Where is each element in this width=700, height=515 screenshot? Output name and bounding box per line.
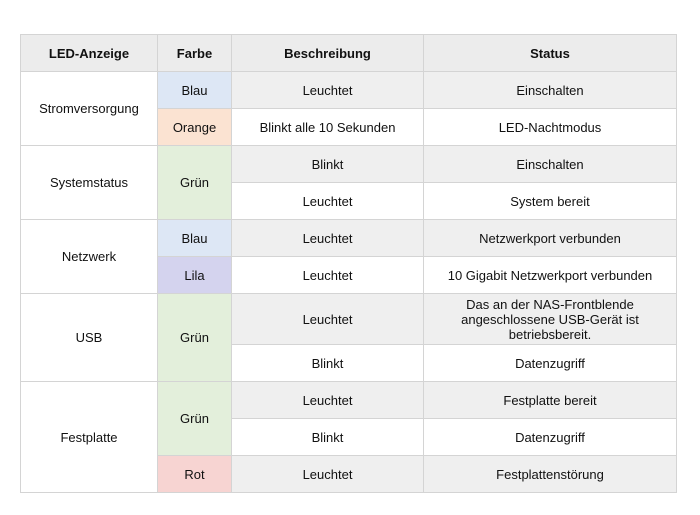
description-cell: Blinkt [231,344,424,382]
status-cell: Netzwerkport verbunden [423,219,677,257]
description-cell: Leuchtet [231,219,424,257]
header-beschreibung: Beschreibung [231,34,424,72]
status-cell: 10 Gigabit Netzwerkport verbunden [423,256,677,294]
description-cell: Leuchtet [231,256,424,294]
color-cell: Orange [157,108,232,146]
description-cell: Leuchtet [231,381,424,419]
status-cell: Datenzugriff [423,418,677,456]
led-group-name: Stromversorgung [20,71,158,146]
status-cell: Einschalten [423,145,677,183]
led-group-name: Festplatte [20,381,158,493]
table-header-row: LED-Anzeige Farbe Beschreibung Status [20,34,677,72]
color-cell: Blau [157,71,232,109]
status-cell: Einschalten [423,71,677,109]
table-row: Rot Leuchtet Festplattenstörung [21,455,677,493]
color-cell: Lila [157,256,232,294]
table-row: Blinkt Datenzugriff [21,344,677,382]
status-cell: Datenzugriff [423,344,677,382]
color-cell: Grün [157,145,232,220]
color-cell: Blau [157,219,232,257]
table-row: Netzwerk Blau Leuchtet Netzwerkport verb… [20,219,677,294]
status-cell: Das an der NAS-Frontblende angeschlossen… [423,293,677,345]
status-cell: System bereit [423,182,677,220]
description-cell: Blinkt alle 10 Sekunden [231,108,424,146]
table-row: Systemstatus Grün Blinkt Einschalten [20,145,677,220]
description-cell: Leuchtet [231,455,424,493]
led-group-name: USB [20,293,158,382]
table-row: Leuchtet System bereit [21,182,677,220]
table-row: Orange Blinkt alle 10 Sekunden LED-Nacht… [21,108,677,146]
led-group-name: Systemstatus [20,145,158,220]
description-cell: Leuchtet [231,71,424,109]
led-group-name: Netzwerk [20,219,158,294]
table-row: Blinkt Datenzugriff [21,418,677,456]
description-cell: Blinkt [231,418,424,456]
status-cell: LED-Nachtmodus [423,108,677,146]
table-row: Stromversorgung Blau Leuchtet Einschalte… [20,71,677,146]
table-row: Festplatte Grün Leuchtet Festplatte bere… [20,381,677,493]
description-cell: Leuchtet [231,182,424,220]
header-led-anzeige: LED-Anzeige [20,34,158,72]
description-cell: Leuchtet [231,293,424,345]
header-status: Status [423,34,677,72]
status-cell: Festplatte bereit [423,381,677,419]
table-row: Lila Leuchtet 10 Gigabit Netzwerkport ve… [21,256,677,294]
color-cell: Grün [157,293,232,382]
color-cell: Rot [157,455,232,493]
color-cell: Grün [157,381,232,456]
led-status-table: LED-Anzeige Farbe Beschreibung Status St… [20,34,677,493]
description-cell: Blinkt [231,145,424,183]
table-row: USB Grün Leuchtet Das an der NAS-Frontbl… [20,293,677,382]
header-farbe: Farbe [157,34,232,72]
status-cell: Festplattenstörung [423,455,677,493]
